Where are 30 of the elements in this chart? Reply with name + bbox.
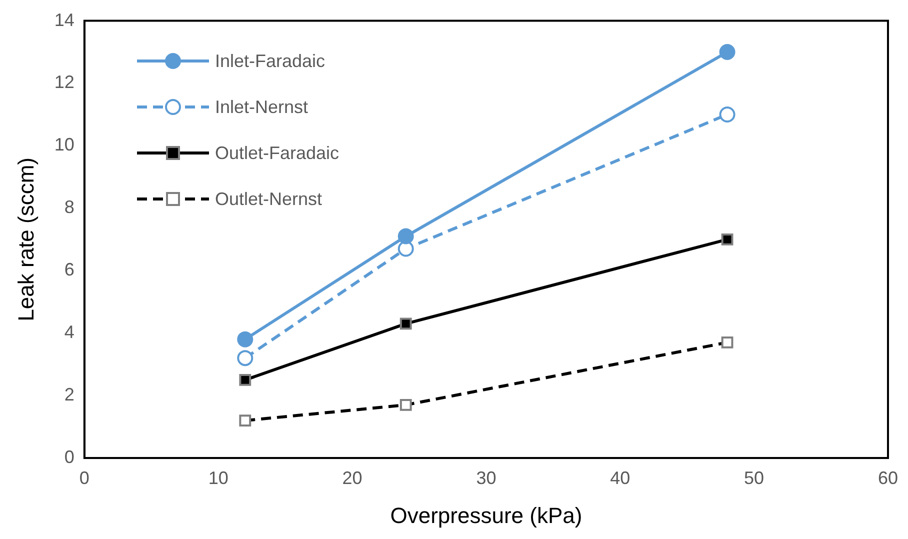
y-tick-label: 12 xyxy=(54,72,74,92)
x-tick-label: 10 xyxy=(208,468,228,488)
point xyxy=(719,44,736,60)
y-axis-title: Leak rate (sccm) xyxy=(13,157,38,322)
legend-label: Inlet-Nernst xyxy=(215,96,308,118)
point xyxy=(719,106,736,122)
x-axis-title: Overpressure (kPa) xyxy=(390,502,582,528)
y-tick-label: 8 xyxy=(64,197,74,218)
y-tick-label: 14 xyxy=(54,10,74,30)
y-tick-label: 4 xyxy=(64,322,74,342)
y-tick-label: 6 xyxy=(64,260,74,280)
point xyxy=(239,374,252,386)
point xyxy=(721,233,734,246)
x-tick-label: 40 xyxy=(610,468,630,488)
point xyxy=(400,318,412,330)
x-tick-label: 0 xyxy=(79,468,90,488)
x-tick-label: 30 xyxy=(476,468,496,488)
point xyxy=(398,228,414,244)
point xyxy=(398,240,414,257)
legend-label: Inlet-Faradaic xyxy=(215,50,326,72)
legend-label: Outlet-Faradaic xyxy=(215,142,340,164)
point xyxy=(237,350,254,366)
x-tick-label: 20 xyxy=(342,468,362,488)
y-tick-label: 2 xyxy=(64,384,74,405)
legend-label: Outlet-Nernst xyxy=(215,188,322,210)
y-tick-label: 0 xyxy=(64,446,74,467)
x-tick-label: 50 xyxy=(744,468,764,488)
point xyxy=(237,331,254,348)
y-tick-label: 10 xyxy=(54,134,74,155)
x-tick-label: 60 xyxy=(878,468,898,488)
